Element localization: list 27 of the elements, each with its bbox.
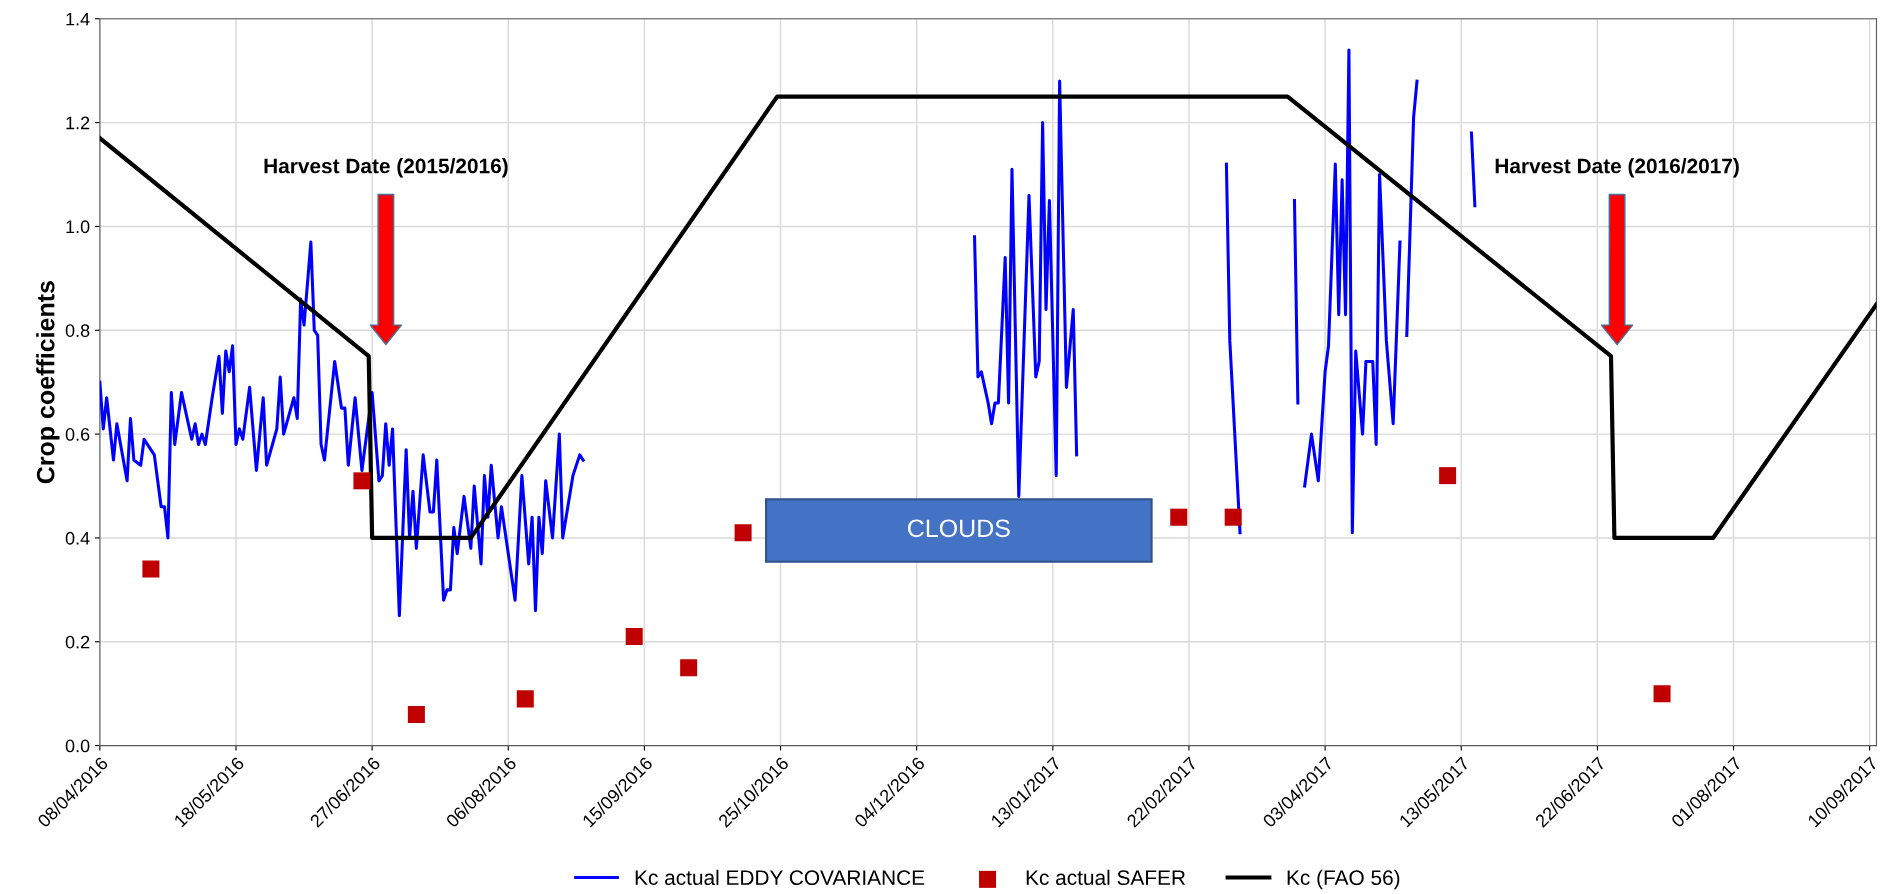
- legend-label: Kc actual EDDY COVARIANCE: [635, 869, 925, 886]
- point: [1439, 467, 1457, 485]
- y-tick-label: 0.8: [65, 324, 90, 337]
- point: [1224, 508, 1242, 526]
- point: [625, 628, 643, 646]
- annotation: Harvest Date (2015/2016): [264, 158, 508, 178]
- point: [353, 472, 371, 490]
- y-tick-label: 0.6: [65, 428, 90, 441]
- y-tick-label: 0.4: [65, 531, 90, 545]
- annotation: CLOUDS: [908, 519, 1010, 538]
- annotation: Harvest Date (2016/2017): [1495, 158, 1739, 178]
- line-series: [99, 94, 1877, 541]
- y-axis-title: Crop coefficients: [36, 281, 60, 484]
- legend-label: Kc actual SAFER: [1026, 869, 1186, 886]
- point: [1170, 508, 1188, 526]
- point: [734, 524, 752, 542]
- y-tick-label: 1.2: [66, 116, 90, 130]
- y-tick-label: 0.2: [65, 635, 90, 649]
- point: [680, 659, 698, 677]
- point: [407, 705, 425, 723]
- point: [1653, 685, 1671, 703]
- point: [142, 560, 160, 578]
- point: [516, 690, 534, 708]
- y-tick-label: 1.0: [66, 220, 90, 234]
- legend-label: Kc (FAO 56): [1287, 869, 1400, 890]
- y-tick-label: 0.0: [65, 739, 90, 753]
- y-tick-label: 1.4: [66, 12, 90, 26]
